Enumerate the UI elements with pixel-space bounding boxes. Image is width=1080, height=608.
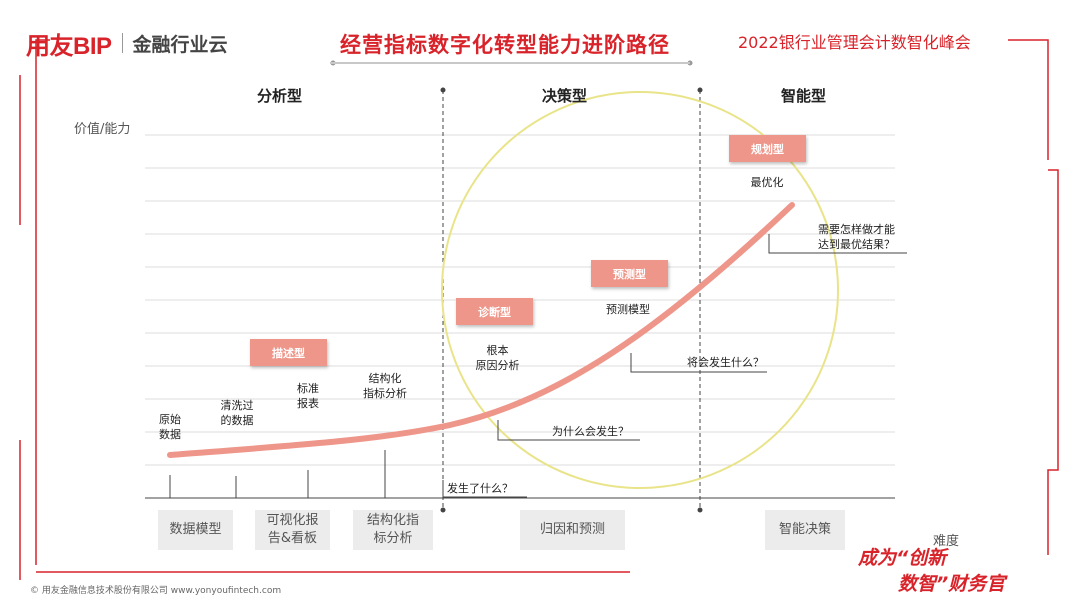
- copyright-text: © 用友金融信息技术股份有限公司 www.yonyoufintech.com: [30, 586, 282, 596]
- title-dot-right: [687, 60, 693, 66]
- brand-logo: 用友BIP 金融行业云: [26, 28, 228, 60]
- brand-name: 用友BIP: [26, 32, 112, 60]
- box-diagnostic: 诊断型: [456, 298, 533, 325]
- bottom-item-visual-report: 可视化报 告&看板: [255, 510, 330, 550]
- label-cleaned-data: 清洗过 的数据: [220, 399, 254, 427]
- box-descriptive: 描述型: [250, 339, 327, 366]
- slogan-line-1: 成为“创新: [858, 547, 947, 569]
- label-optimization: 最优化: [750, 176, 784, 189]
- logo-separator: [121, 33, 123, 53]
- bottom-item-intelligent-decision: 智能决策: [765, 510, 845, 550]
- label-predictive-model: 预测模型: [606, 303, 650, 316]
- box-predictive: 预测型: [591, 260, 668, 287]
- label-root-cause: 根本 原因分析: [475, 344, 520, 372]
- box-prescriptive: 规划型: [729, 135, 806, 162]
- question-why-happened: 为什么会发生？: [552, 425, 629, 438]
- page-title: 经营指标数字化转型能力进阶路径: [340, 33, 670, 57]
- label-standard-report: 标准 报表: [297, 382, 319, 410]
- bottom-item-structured-analysis: 结构化指 标分析: [353, 510, 433, 550]
- question-what-happened: 发生了什么？: [447, 482, 513, 495]
- bottom-item-data-model: 数据模型: [158, 510, 233, 550]
- label-raw-data: 原始 数据: [159, 413, 181, 441]
- decorative-frame: [19, 39, 1059, 580]
- bottom-item-attribution-prediction: 归因和预测: [520, 510, 625, 550]
- question-brackets: [442, 234, 907, 498]
- title-underline: [330, 62, 690, 64]
- stage-label-decision: 决策型: [542, 87, 588, 105]
- slogan: 成为“创新 数智”财务官: [858, 545, 1005, 597]
- growth-curve: [167, 202, 795, 458]
- divider-end-dots: [440, 87, 703, 513]
- baseline-ticks: [169, 450, 386, 498]
- sub-brand-name: 金融行业云: [132, 33, 228, 56]
- slogan-line-2: 数智”财务官: [898, 573, 1006, 595]
- conference-title: 2022银行业管理会计数智化峰会: [738, 33, 971, 52]
- decision-zone-ellipse: [441, 91, 839, 489]
- stage-label-intelligent: 智能型: [781, 87, 827, 105]
- x-axis-label: 难度: [933, 534, 960, 549]
- question-what-will-happen: 将会发生什么？: [687, 356, 764, 369]
- stage-label-analytic: 分析型: [257, 87, 303, 105]
- question-how-best: 需要怎样做才能 达到最优结果？: [818, 223, 895, 251]
- label-structured-analysis: 结构化 指标分析: [363, 372, 407, 400]
- y-axis-label: 价值/能力: [74, 122, 131, 137]
